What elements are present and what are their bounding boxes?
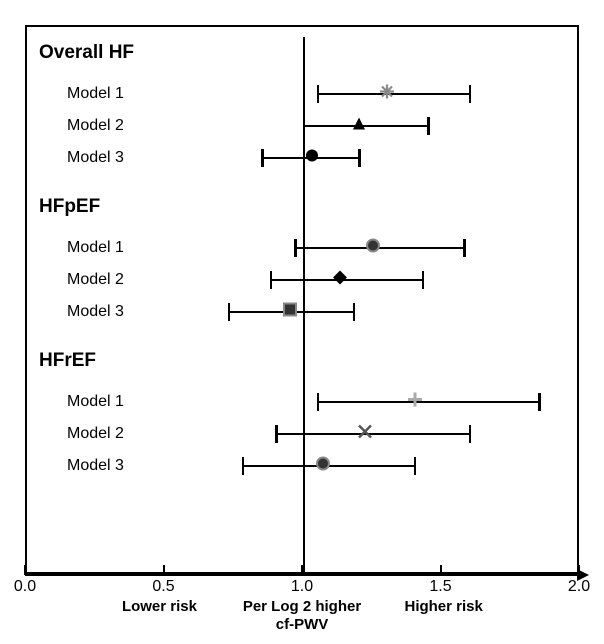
higher-risk-label: Higher risk (404, 598, 482, 615)
ci-cap (317, 393, 320, 411)
ci-cap (270, 271, 273, 289)
row-label: Model 2 (67, 271, 124, 289)
plot-area: Overall HF Model 1 Model 2 Model 3 HFpEF Mode… (27, 27, 577, 572)
ci-cap (463, 239, 466, 257)
group-title: Overall HF (39, 42, 134, 64)
lower-risk-label: Lower risk (122, 598, 197, 615)
x-tick-label: 2.0 (568, 578, 590, 596)
x-tick-label: 1.0 (291, 578, 313, 596)
x-tick (301, 565, 303, 575)
point-marker (408, 393, 422, 412)
ci-cap (414, 457, 417, 475)
x-tick (163, 565, 165, 575)
point-marker (366, 239, 380, 258)
point-marker (305, 149, 319, 168)
confidence-interval (276, 433, 470, 436)
ci-cap (275, 425, 278, 443)
row-label: Model 1 (67, 239, 124, 257)
row-label: Model 2 (67, 425, 124, 443)
center-label-bottom: cf-PWV (276, 616, 329, 633)
ci-cap (303, 117, 306, 135)
ci-cap (469, 425, 472, 443)
row-label: Model 1 (67, 85, 124, 103)
point-marker (352, 117, 366, 136)
x-tick (24, 565, 26, 575)
chart-frame: Overall HF Model 1 Model 2 Model 3 HFpEF Mode… (25, 25, 579, 574)
ci-cap (469, 85, 472, 103)
point-marker (358, 425, 372, 444)
x-tick-label: 0.0 (14, 578, 36, 596)
point-marker (333, 271, 347, 290)
x-tick (440, 565, 442, 575)
ci-cap (242, 457, 245, 475)
row-label: Model 3 (67, 149, 124, 167)
point-marker (316, 457, 330, 476)
confidence-interval (318, 401, 540, 404)
group-title: HFpEF (39, 196, 100, 218)
row-label: Model 3 (67, 457, 124, 475)
ci-cap (422, 271, 425, 289)
x-tick-label: 1.5 (429, 578, 451, 596)
ci-cap (358, 149, 361, 167)
group-title: HFrEF (39, 350, 96, 372)
point-marker (283, 303, 297, 322)
ci-cap (353, 303, 356, 321)
x-tick (578, 565, 580, 575)
x-tick-label: 0.5 (152, 578, 174, 596)
row-label: Model 2 (67, 117, 124, 135)
center-label-top: Per Log 2 higher (243, 598, 361, 615)
ci-cap (317, 85, 320, 103)
point-marker (380, 85, 394, 104)
ci-cap (228, 303, 231, 321)
row-label: Model 3 (67, 303, 124, 321)
row-label: Model 1 (67, 393, 124, 411)
ci-cap (261, 149, 264, 167)
ci-cap (294, 239, 297, 257)
ci-cap (538, 393, 541, 411)
ci-cap (427, 117, 430, 135)
